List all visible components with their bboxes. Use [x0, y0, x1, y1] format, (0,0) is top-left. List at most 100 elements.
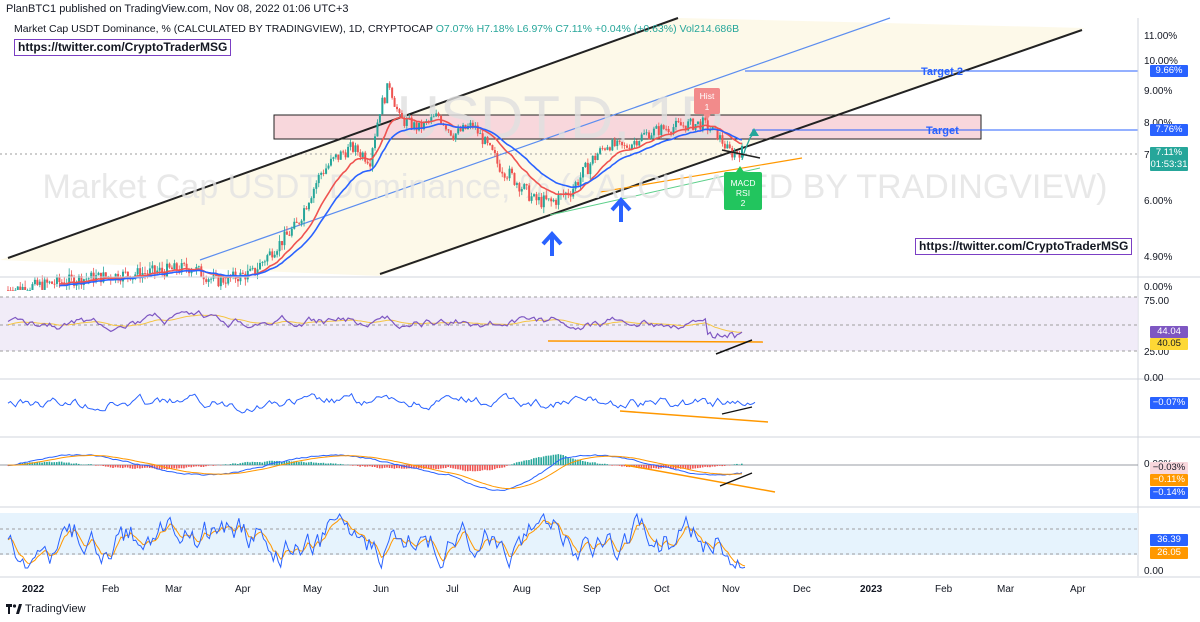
stoch-k-line [7, 512, 746, 570]
candle-body [205, 279, 208, 282]
svg-text:2: 2 [741, 198, 746, 208]
macd-bar [251, 461, 254, 465]
axis-tick: 6.00% [1144, 196, 1172, 207]
macd-bar [704, 465, 706, 467]
macd-bar [180, 465, 183, 469]
candle-body [41, 281, 44, 290]
candle-body [359, 152, 362, 158]
candle-body [589, 163, 592, 175]
macd-bar [457, 465, 459, 470]
macd-bar [188, 465, 190, 467]
macd-bar [68, 462, 70, 465]
macd-bar [454, 465, 457, 469]
candle-body [183, 263, 186, 264]
osc-divergence-black [721, 406, 753, 415]
candle-body [361, 152, 364, 158]
macd-bar [300, 461, 303, 465]
macd-bar [574, 459, 577, 465]
candle-body [14, 289, 17, 291]
macd-bar [684, 465, 687, 469]
macd-bar [381, 465, 383, 469]
macd-rsi-label: MACD RSI 2 [724, 166, 762, 210]
legend-open: O7.07% [435, 23, 474, 35]
candle-body [704, 117, 707, 121]
macd-bar [117, 465, 119, 468]
candle-body [594, 155, 597, 160]
macd-bar [525, 460, 528, 465]
time-tick: Mar [165, 584, 183, 595]
macd-bar [484, 465, 486, 470]
candle-body [623, 145, 626, 146]
axis-tick: 11.00% [1144, 31, 1177, 42]
candle-body [354, 145, 357, 152]
macd-bar [320, 462, 322, 465]
candle-body [410, 117, 413, 129]
macd-bar [90, 464, 92, 465]
candle-body [601, 148, 604, 150]
candle-body [652, 128, 655, 136]
candle-body [491, 145, 494, 150]
macd-bar [709, 465, 711, 468]
candle-body [552, 199, 555, 202]
macd-bar [528, 460, 530, 465]
macd-bar [501, 465, 503, 468]
time-tick: Apr [1070, 584, 1086, 595]
macd-bar [459, 465, 462, 470]
rsi-support-orange [547, 340, 764, 343]
macd-bar [80, 464, 82, 465]
macd-bar [60, 461, 63, 465]
macd-bar [192, 465, 195, 467]
candle-body [161, 267, 164, 272]
ema-slow-line [59, 123, 743, 287]
macd-bar [623, 465, 626, 467]
candle-body [418, 122, 421, 131]
candle-body [254, 267, 257, 274]
macd-bar [488, 465, 491, 471]
candle-body [682, 125, 685, 127]
candle-body [263, 261, 266, 263]
candle-body [447, 129, 450, 131]
candle-body [60, 282, 63, 283]
candle-body [349, 142, 352, 147]
legend-close: C7.11% [555, 23, 592, 35]
macd-bar [178, 465, 180, 469]
macd-bar [586, 461, 589, 465]
candle-body [577, 182, 580, 186]
macd-bar [41, 462, 43, 465]
candle-body [591, 155, 594, 164]
candle-body [496, 153, 499, 164]
target1-label: Target [926, 125, 959, 137]
macd-bar [425, 465, 427, 469]
footer-brand[interactable]: TradingView [6, 603, 86, 615]
macd-bar [599, 463, 601, 465]
candle-body [405, 119, 408, 126]
macd-bar [579, 459, 582, 465]
hist-label: Hist 1 [694, 88, 720, 120]
twitter-link-top[interactable]: https://twitter.com/CryptoTraderMSG [14, 39, 232, 56]
candle-body [403, 117, 406, 126]
candle-body [386, 83, 389, 104]
candle-body [513, 173, 516, 185]
candle-body [716, 127, 719, 140]
target2-label: Target 2 [921, 66, 963, 78]
candle-body [449, 130, 452, 136]
publisher-line: PlanBTC1 published on TradingView.com, N… [6, 3, 349, 15]
candle-body [124, 271, 127, 273]
macd-bar [655, 465, 657, 469]
candle-body [249, 268, 252, 271]
candle-body [273, 254, 276, 258]
candle-body [422, 121, 425, 130]
twitter-link-bottom[interactable]: https://twitter.com/CryptoTraderMSG [915, 238, 1133, 255]
macd-bar [126, 465, 129, 468]
macd-bar [596, 463, 599, 465]
candle-body [266, 255, 269, 262]
axis-tick: 4.90% [1144, 252, 1172, 263]
candle-body [608, 147, 611, 151]
candle-body [347, 146, 350, 158]
macd-bar [640, 465, 643, 469]
macd-bar [38, 462, 41, 465]
macd-bar [342, 464, 344, 465]
macd-bar [471, 465, 474, 472]
candle-body [677, 120, 680, 123]
macd-bar [327, 463, 330, 465]
